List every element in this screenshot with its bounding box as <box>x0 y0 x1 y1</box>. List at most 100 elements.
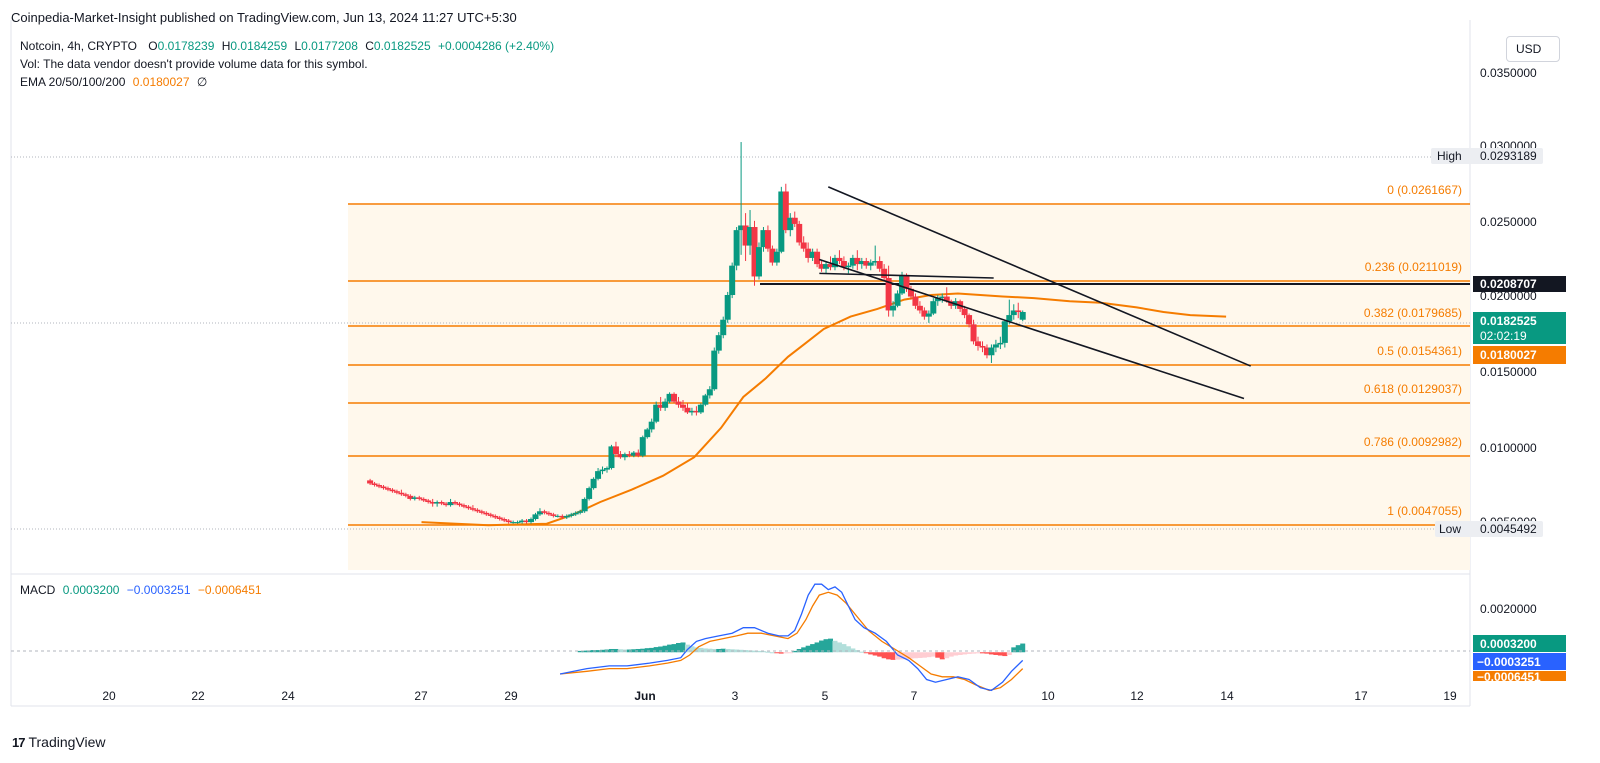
candle-down <box>805 242 812 263</box>
candle-body <box>371 483 378 486</box>
candle-down <box>769 245 776 266</box>
symbol-title[interactable]: Notcoin, 4h, CRYPTO <box>20 39 137 53</box>
candle-down <box>505 519 512 524</box>
tradingview-footer[interactable]: 17 TradingView <box>12 734 106 750</box>
ema-label[interactable]: EMA 20/50/100/200 <box>20 75 126 89</box>
macd-histogram-bar <box>595 650 601 653</box>
candle-body <box>948 301 955 306</box>
candle-down <box>398 489 405 496</box>
candle-down <box>465 505 472 510</box>
macd-histogram-bar <box>823 639 829 653</box>
macd-histogram-bar <box>895 652 901 660</box>
macd-histogram-bar <box>658 646 664 653</box>
macd-histogram-bar <box>734 649 740 653</box>
macd-histogram-bar <box>711 648 717 653</box>
time-tick: 24 <box>281 689 295 703</box>
fib-0786-line[interactable]: 0.786 (0.0092982) <box>348 435 1470 457</box>
ema-legend: EMA 20/50/100/200 0.0180027 ∅ <box>20 75 207 89</box>
time-tick: 17 <box>1354 689 1368 703</box>
candle-up <box>747 210 754 255</box>
candle-body <box>890 305 897 311</box>
candle-body <box>809 251 816 258</box>
candle-body <box>505 520 512 523</box>
candle-body <box>907 288 914 297</box>
fib-1-line[interactable]: 1 (0.0047055) <box>348 504 1470 526</box>
macd-histogram-bar <box>899 652 905 660</box>
fib-05-line[interactable]: 0.5 (0.0154361) <box>348 344 1470 366</box>
candle-down <box>684 403 691 414</box>
tradingview-brand: TradingView <box>28 734 106 750</box>
candle-up <box>988 344 995 363</box>
candle-down <box>460 503 467 509</box>
fib-0-line[interactable]: 0 (0.0261667) <box>348 183 1470 205</box>
candle-up <box>590 477 597 490</box>
candle-down <box>496 515 503 521</box>
candle-down <box>469 505 476 512</box>
candle-down <box>376 483 383 489</box>
candle-up <box>653 401 660 424</box>
candle-down <box>492 514 499 520</box>
macd-histogram-bar <box>747 650 753 653</box>
candle-body <box>630 452 637 456</box>
candle-body <box>666 393 673 402</box>
fib-0618-line[interactable]: 0.618 (0.0129037) <box>348 382 1470 404</box>
candle-body <box>671 393 678 402</box>
candle-body <box>988 347 995 356</box>
macd-histogram-bar <box>1002 652 1008 657</box>
svg-text:02:02:19: 02:02:19 <box>1480 329 1527 343</box>
currency-button[interactable]: USD <box>1506 36 1560 62</box>
macd-histogram-bar <box>890 652 896 660</box>
candle-down <box>671 392 678 404</box>
candle-up <box>773 248 780 266</box>
candle-up <box>595 468 602 481</box>
macd-histogram-bar <box>836 642 842 653</box>
candle-up <box>563 514 570 520</box>
candle-body <box>675 401 682 405</box>
last-price-tag: 0.0182525 02:02:19 <box>1473 312 1566 344</box>
candle-body <box>545 512 552 515</box>
macd-histogram-bar <box>912 652 918 659</box>
macd-histogram-bar <box>689 646 695 653</box>
macd-histogram-bar <box>841 644 847 653</box>
candle-up <box>411 495 418 501</box>
candle-down <box>541 509 548 515</box>
macd-histogram-bar <box>819 640 825 653</box>
macd-label[interactable]: MACD <box>20 583 56 597</box>
candle-body <box>966 315 973 325</box>
candle-body <box>541 511 548 513</box>
candle-body <box>800 242 807 249</box>
ema-price-tag: 0.0180027 <box>1473 346 1566 364</box>
candle-body <box>899 274 906 294</box>
candle-down <box>425 498 432 504</box>
fib-0236-line[interactable]: 0.236 (0.0211019) <box>348 260 1470 282</box>
macd-histogram-bar <box>997 652 1003 656</box>
candle-body <box>729 265 736 295</box>
candle-body <box>881 268 888 279</box>
fib-0382-line[interactable]: 0.382 (0.0179685) <box>348 306 1470 327</box>
fib-0618-label: 0.618 (0.0129037) <box>1364 382 1462 396</box>
candle-up <box>662 398 669 411</box>
candle-body <box>697 404 704 413</box>
candle-body <box>921 310 928 317</box>
candle-body <box>420 498 427 501</box>
time-tick: 19 <box>1443 689 1457 703</box>
candle-body <box>617 454 624 458</box>
candle-up <box>831 254 838 271</box>
svg-text:0.0208707: 0.0208707 <box>1480 277 1537 291</box>
candle-up <box>952 298 959 309</box>
candle-down <box>452 500 459 506</box>
time-axis[interactable]: 20 22 24 27 29 Jun 3 5 7 10 12 14 17 19 <box>102 689 1457 703</box>
candle-down <box>921 307 928 320</box>
candle-body <box>742 225 749 246</box>
macd-histogram-bar <box>886 652 892 660</box>
macd-histogram-bar <box>716 648 722 653</box>
candle-body <box>443 503 450 506</box>
candle-body <box>1010 310 1017 316</box>
macd-histogram-bar <box>903 652 909 660</box>
candle-up <box>447 498 454 507</box>
high-label: H <box>221 39 231 53</box>
candle-up <box>925 310 932 323</box>
price-axis[interactable]: 0.0350000 0.0300000 0.0250000 0.0200000 … <box>1480 66 1537 616</box>
candle-up <box>608 444 615 470</box>
